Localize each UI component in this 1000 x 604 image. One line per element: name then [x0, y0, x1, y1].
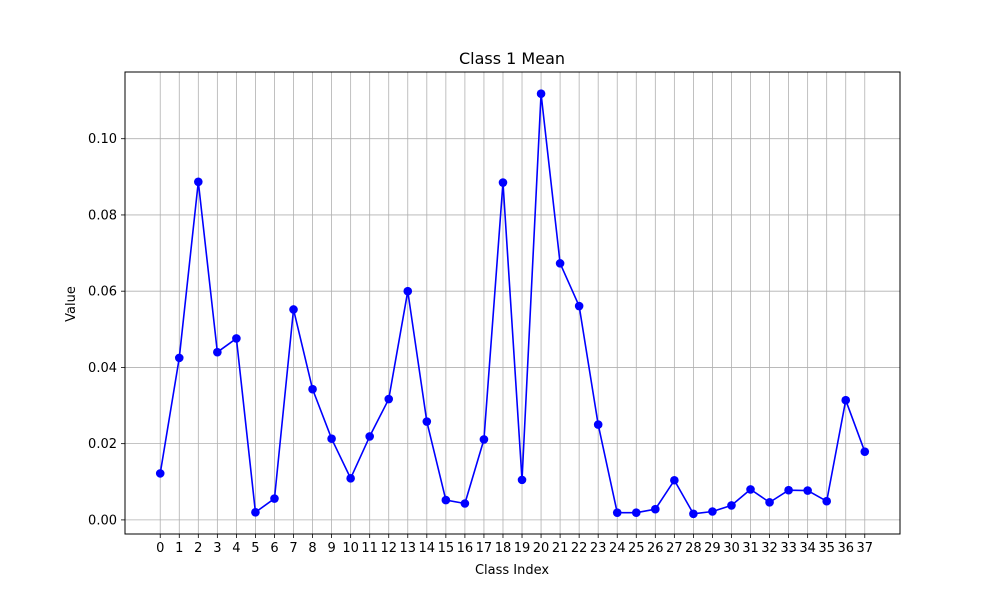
x-tick-label: 24	[609, 541, 626, 556]
data-point	[479, 435, 489, 444]
y-tick-label: 0.06	[88, 285, 117, 300]
plot-frame	[124, 71, 901, 535]
data-point	[670, 475, 679, 485]
data-point	[651, 504, 660, 514]
data-point	[822, 496, 831, 506]
data-point	[403, 286, 413, 296]
x-tick-label: 11	[361, 541, 378, 556]
chart-title: Class 1 Mean	[459, 49, 565, 68]
data-point	[308, 384, 317, 394]
x-tick-label: 14	[419, 541, 436, 556]
x-tick-label: 17	[476, 541, 493, 556]
x-tick-label: 23	[590, 541, 607, 556]
x-axis-label: Class Index	[475, 563, 549, 578]
data-point	[727, 501, 736, 510]
data-point	[689, 509, 698, 519]
data-point	[860, 447, 870, 456]
data-point	[251, 507, 260, 517]
data-point	[708, 507, 717, 516]
data-point	[460, 499, 470, 508]
x-tick-label: 22	[571, 541, 588, 556]
x-tick-label: 33	[780, 541, 797, 556]
x-tick-label: 2	[194, 541, 202, 556]
x-tick-label: 28	[685, 541, 702, 556]
x-tick-label: 36	[837, 541, 854, 556]
x-tick-label: 25	[628, 541, 645, 556]
x-tick-label: 31	[742, 541, 759, 556]
x-tick-label: 8	[308, 541, 316, 556]
x-tick-label: 7	[289, 541, 297, 556]
x-tick-label: 35	[818, 541, 835, 556]
x-tick-label: 29	[704, 541, 721, 556]
data-point	[841, 395, 851, 405]
grid	[125, 72, 900, 534]
x-tick-label: 1	[175, 541, 183, 556]
data-point	[346, 474, 355, 483]
x-tick-label: 15	[438, 541, 455, 556]
x-tick-label: 13	[399, 541, 416, 556]
x-tick-label: 26	[647, 541, 664, 556]
y-tick-label: 0.08	[88, 208, 117, 223]
data-point	[498, 178, 508, 187]
y-axis-label: Value	[64, 286, 79, 322]
data-point	[574, 301, 584, 311]
data-point	[555, 259, 565, 268]
data-point	[384, 394, 394, 404]
data-point	[765, 498, 774, 507]
y-tick-label: 0.04	[88, 361, 117, 376]
y-tick-label: 0.00	[88, 513, 117, 528]
y-tick-label: 0.10	[88, 132, 117, 147]
data-point	[784, 485, 793, 495]
x-tick-label: 0	[156, 541, 164, 556]
data-point	[270, 494, 279, 503]
data-point	[422, 417, 432, 426]
x-tick-label: 18	[495, 541, 512, 556]
x-tick-label: 4	[232, 541, 240, 556]
x-tick-label: 16	[457, 541, 474, 556]
data-point	[155, 469, 165, 478]
data-point	[612, 508, 622, 517]
data-point	[803, 486, 812, 495]
data-point	[365, 432, 374, 441]
x-tick-label: 34	[799, 541, 816, 556]
data-point	[327, 434, 336, 444]
x-tick-label: 32	[761, 541, 778, 556]
x-tick-label: 6	[270, 541, 278, 556]
data-point	[441, 495, 451, 505]
data-point	[517, 475, 527, 485]
x-tick-label: 9	[327, 541, 335, 556]
data-point	[213, 347, 222, 357]
x-tick-label: 19	[514, 541, 531, 556]
data-point	[232, 334, 241, 343]
x-tick-label: 5	[251, 541, 259, 556]
data-point	[174, 353, 184, 363]
y-tick-label: 0.02	[88, 437, 117, 452]
x-tick-label: 3	[213, 541, 221, 556]
data-point	[746, 485, 755, 494]
data-point	[631, 508, 641, 517]
x-tick-label: 37	[856, 541, 873, 556]
x-tick-label: 27	[666, 541, 683, 556]
x-tick-label: 12	[380, 541, 397, 556]
data-point	[536, 89, 546, 99]
x-tick-label: 20	[533, 541, 550, 556]
data-point	[593, 420, 603, 429]
x-tick-label: 10	[342, 541, 359, 556]
data-point	[289, 305, 298, 314]
axis-ticks: 0 1 2 3 4 5 6 7 8 9 10 11 12 13 14 15 16 17 18 19 20 21 22 23 24…	[88, 132, 873, 556]
x-tick-label: 21	[552, 541, 569, 556]
series-layer	[155, 89, 870, 519]
x-tick-label: 30	[723, 541, 740, 556]
data-point	[194, 177, 203, 187]
